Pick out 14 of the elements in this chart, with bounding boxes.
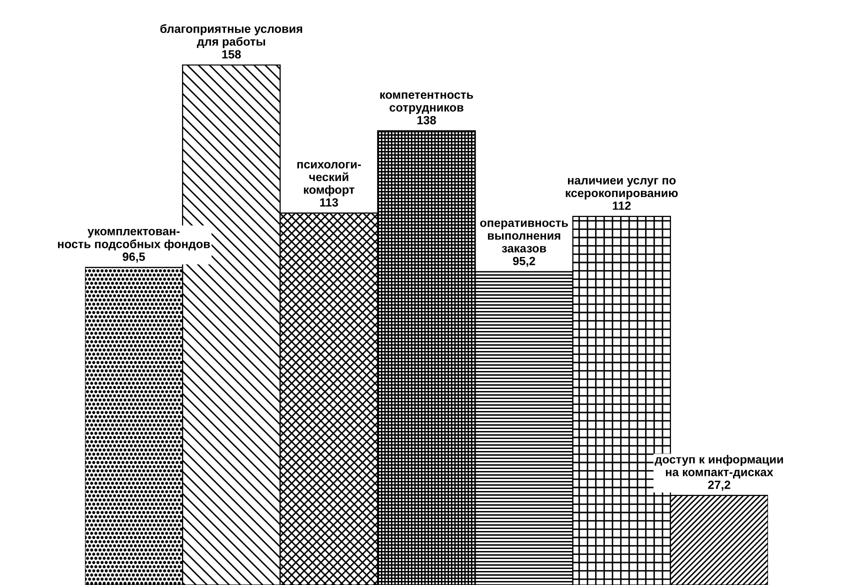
data-label: 113 [320,198,338,207]
data-label: 158 [222,50,241,58]
data-label: 95,2 [512,256,536,267]
x-tick-label: психологи- ческий комфорт [297,162,361,196]
data-label: 96,5 [122,252,145,263]
x-tick-label: оперативность выполнения заказов [480,220,568,252]
x-tick-label: компетентность сотрудников [380,92,474,114]
data-label: 112 [612,202,631,210]
data-label: 138 [417,116,436,124]
x-tick-label: укомплектован- ность подсобных фондов [58,228,210,251]
data-label: 27,2 [708,480,730,491]
x-tick-label: наличиеи услуг по ксерокопированию [566,178,678,200]
x-tick-label: благоприятные условия для работы [160,24,302,48]
x-tick-label: доступ к информации на компакт-дисках [654,454,783,478]
